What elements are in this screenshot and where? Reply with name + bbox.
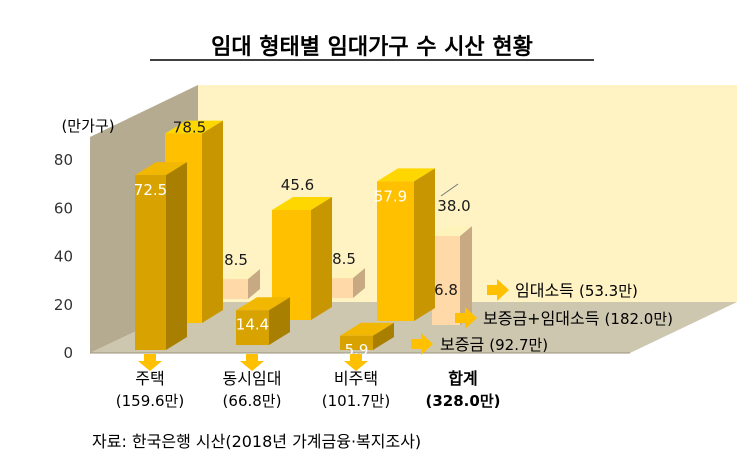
bar-2-0 xyxy=(222,269,260,299)
y-tick-label: 0 xyxy=(63,344,73,362)
category-total: (66.8만) xyxy=(223,392,282,410)
value-label: 38.0 xyxy=(437,197,470,215)
category-label: 합계 xyxy=(448,369,477,388)
category-total: (159.6만) xyxy=(116,392,184,410)
legend-total: (182.0만) xyxy=(605,310,673,328)
bar-0-2 xyxy=(340,322,394,350)
legend-item: 임대소득 (53.3만) xyxy=(487,279,638,301)
y-axis-ticks: 0 20 40 60 80 xyxy=(54,151,73,362)
y-tick-label: 20 xyxy=(54,296,73,314)
bars: 8.5 8.56.838.078.545.657.972.514.45.9 xyxy=(134,119,472,359)
category-total: (101.7만) xyxy=(322,392,390,410)
category-label: 비주택 xyxy=(334,369,378,388)
back-wall xyxy=(198,85,737,302)
legend-total: (53.3만) xyxy=(579,282,638,300)
value-label: 45.6 xyxy=(281,176,314,194)
source-note: 자료: 한국은행 시산(2018년 가계금융·복지조사) xyxy=(92,432,421,451)
down-arrow-icon xyxy=(240,354,264,371)
down-arrow-icon xyxy=(138,354,162,371)
legend-item: 보증금 (92.7만) xyxy=(411,333,548,355)
legend-label: 임대소득 (53.3만) xyxy=(515,281,638,300)
category-labels: 주택 (159.6만) 동시임대 (66.8만) 비주택 (101.7만) 합계 (328.0… xyxy=(116,354,501,410)
legend-label: 보증금 (92.7만) xyxy=(440,335,548,354)
bar-0-0 xyxy=(135,162,187,350)
value-label: 57.9 xyxy=(374,187,407,205)
category-label: 동시임대 xyxy=(223,369,282,388)
category-label: 주택 xyxy=(135,369,164,388)
bar-2-1 xyxy=(330,268,365,298)
right-arrow-icon xyxy=(487,279,509,301)
y-tick-label: 60 xyxy=(54,199,73,217)
leader-line xyxy=(440,183,459,197)
legend-label: 보증금+임대소득 (182.0만) xyxy=(483,309,673,328)
value-label: 14.4 xyxy=(236,315,269,333)
right-arrow-icon xyxy=(411,333,433,355)
y-axis-label: (만가구) xyxy=(61,117,114,135)
bar-2-3 xyxy=(432,226,472,325)
value-label: 72.5 xyxy=(134,181,167,199)
right-arrow-icon xyxy=(455,307,477,329)
y-tick-label: 80 xyxy=(54,151,73,169)
y-tick-label: 40 xyxy=(54,248,73,266)
value-label: 8.5 xyxy=(224,251,248,269)
bar-1-2 xyxy=(377,168,435,321)
legend-item: 보증금+임대소득 (182.0만) xyxy=(455,307,673,329)
category-total: (328.0만) xyxy=(426,392,501,410)
down-arrow-icon xyxy=(344,354,368,371)
value-label: 8.5 xyxy=(332,250,356,268)
legend: 임대소득 (53.3만) 보증금+임대소득 (182.0만) 보증금 (92.7만) xyxy=(411,279,673,355)
value-label: 78.5 xyxy=(173,119,206,137)
value-label: 6.8 xyxy=(434,281,458,299)
legend-total: (92.7만) xyxy=(489,336,548,354)
chart-title: 임대 형태별 임대가구 수 시산 현황 xyxy=(211,35,533,60)
bar-0-1 xyxy=(236,297,290,345)
